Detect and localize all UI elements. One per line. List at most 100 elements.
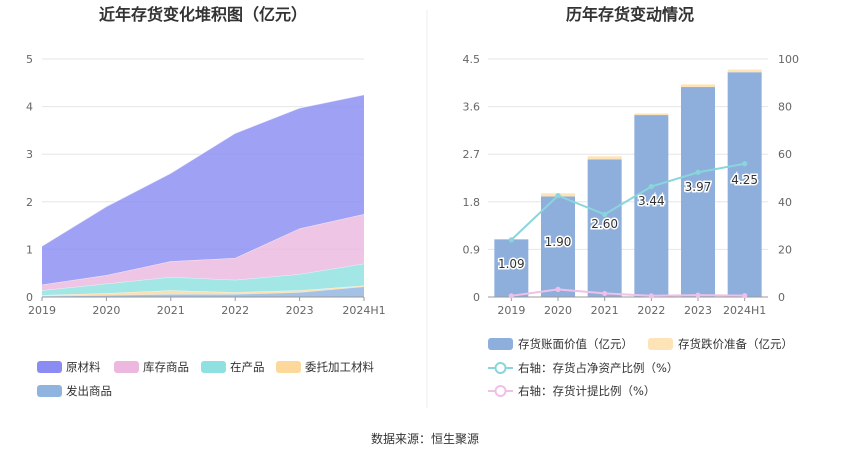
line-point — [742, 292, 748, 299]
left-x-tick-label: 2020 — [92, 304, 120, 317]
right-y2-tick-label: 20 — [778, 243, 792, 256]
left-y-tick-label: 2 — [26, 196, 33, 209]
right-y2-tick-label: 80 — [778, 101, 792, 114]
left-legend-item[interactable]: 库存商品 — [114, 360, 189, 374]
right-x-tick-label: 2021 — [591, 304, 619, 317]
right-y2-tick-label: 100 — [778, 53, 799, 66]
left-x-tick-label: 2019 — [28, 304, 56, 317]
bar-value-label: 2.60 — [591, 217, 618, 231]
legend-label: 右轴：存货占净资产比例（%） — [518, 361, 678, 375]
line-point — [695, 169, 701, 175]
area-series — [42, 286, 364, 297]
bar-cap — [587, 156, 622, 160]
legend-label: 在产品 — [230, 360, 265, 374]
line-series — [510, 162, 745, 241]
left-x-tick-label: 2023 — [286, 304, 314, 317]
right-chart-title: 历年存货变动情况 — [566, 5, 694, 24]
area-series — [42, 285, 364, 297]
inventory-bar-chart: 0 0.9 1.8 2.7 3.6 4.5 0 20 40 60 80 100 2019 2020 2021… — [463, 53, 800, 398]
bar — [727, 72, 762, 297]
legend-swatch — [648, 338, 673, 350]
legend-swatch — [114, 361, 139, 373]
bar-value-label: 3.97 — [685, 180, 712, 194]
right-legend-item[interactable]: 存货账面价值（亿元） — [488, 337, 633, 351]
line-series — [511, 288, 745, 297]
bar — [541, 196, 575, 297]
left-y-tick-label: 5 — [26, 53, 33, 66]
right-x-tick-label: 2019 — [497, 304, 525, 317]
legend-label: 存货账面价值（亿元） — [518, 337, 633, 351]
right-y-tick-label: 0 — [473, 291, 480, 304]
bar-cap — [681, 84, 715, 88]
bar — [587, 159, 622, 297]
left-y-tick-label: 0 — [26, 291, 33, 304]
right-x-tick-label: 2024H1 — [723, 304, 766, 317]
left-legend-item[interactable]: 在产品 — [201, 360, 265, 374]
line-point — [602, 211, 608, 218]
legend-swatch — [37, 361, 62, 373]
left-y-tick-label: 1 — [26, 243, 33, 256]
right-legend-item[interactable]: 右轴：存货占净资产比例（%） — [488, 361, 678, 375]
right-x-tick-label: 2022 — [637, 304, 665, 317]
legend-label: 存货跌价准备（亿元） — [678, 337, 793, 351]
line-point — [602, 290, 608, 297]
left-legend-item[interactable]: 发出商品 — [37, 384, 112, 398]
left-x-tick-label: 2021 — [157, 304, 185, 317]
left-x-tick-label: 2022 — [221, 304, 249, 317]
left-legend-item[interactable]: 原材料 — [37, 360, 101, 374]
bar — [494, 239, 529, 297]
line-point — [508, 237, 514, 243]
legend-swatch — [276, 361, 301, 373]
right-y-tick-label: 4.5 — [463, 53, 481, 66]
bar-value-label: 1.09 — [498, 257, 525, 271]
area-series-edge — [41, 94, 365, 247]
left-y-tick-label: 3 — [26, 148, 33, 161]
line-point — [508, 293, 514, 299]
legend-label: 委托加工材料 — [305, 360, 374, 374]
line-point — [555, 193, 561, 199]
right-y-tick-label: 1.8 — [463, 196, 481, 209]
legend-marker — [494, 385, 507, 397]
right-x-tick-label: 2023 — [684, 304, 712, 317]
area-series — [42, 94, 364, 285]
line-point — [648, 183, 654, 190]
area-series — [42, 263, 364, 296]
right-legend-item[interactable]: 存货跌价准备（亿元） — [648, 337, 793, 351]
bar-value-label: 1.90 — [545, 235, 572, 249]
left-x-tick-label: 2024H1 — [342, 304, 385, 317]
data-source: 数据来源：恒生聚源 — [371, 431, 479, 446]
line-point — [742, 161, 748, 167]
right-y-tick-label: 3.6 — [463, 101, 481, 114]
legend-label: 右轴：存货计提比例（%） — [518, 384, 655, 398]
right-y-tick-label: 2.7 — [463, 148, 481, 161]
legend-swatch — [37, 385, 62, 397]
bar-value-label: 4.25 — [731, 173, 758, 187]
right-y2-tick-label: 0 — [778, 291, 785, 304]
bar-cap — [634, 113, 669, 116]
bar — [634, 115, 669, 297]
line-point — [695, 292, 701, 298]
legend-swatch — [488, 338, 513, 350]
legend-label: 发出商品 — [66, 384, 112, 398]
legend-marker — [494, 362, 507, 374]
line-point — [648, 293, 654, 299]
stacked-area-chart: 0 1 2 3 4 5 2019 2020 2021 2022 2023 2024H1 原材料 库存商品 在… — [26, 53, 386, 398]
right-y2-tick-label: 40 — [778, 196, 792, 209]
right-y-tick-label: 0.9 — [463, 243, 481, 256]
area-series — [42, 214, 364, 291]
legend-label: 原材料 — [66, 360, 101, 374]
right-legend-item[interactable]: 右轴：存货计提比例（%） — [488, 384, 655, 398]
left-legend-item[interactable]: 委托加工材料 — [276, 360, 374, 374]
left-y-tick-label: 4 — [26, 101, 33, 114]
right-x-tick-label: 2020 — [544, 304, 572, 317]
bar-value-label: 3.44 — [638, 194, 665, 208]
legend-label: 库存商品 — [143, 360, 189, 374]
legend-swatch — [201, 361, 226, 373]
right-y2-tick-label: 60 — [778, 148, 792, 161]
left-chart-title: 近年存货变化堆积图（亿元） — [99, 5, 307, 24]
area-series-edge — [41, 213, 365, 286]
bar-cap — [727, 69, 762, 73]
line-point — [555, 286, 561, 292]
bar — [681, 87, 715, 297]
